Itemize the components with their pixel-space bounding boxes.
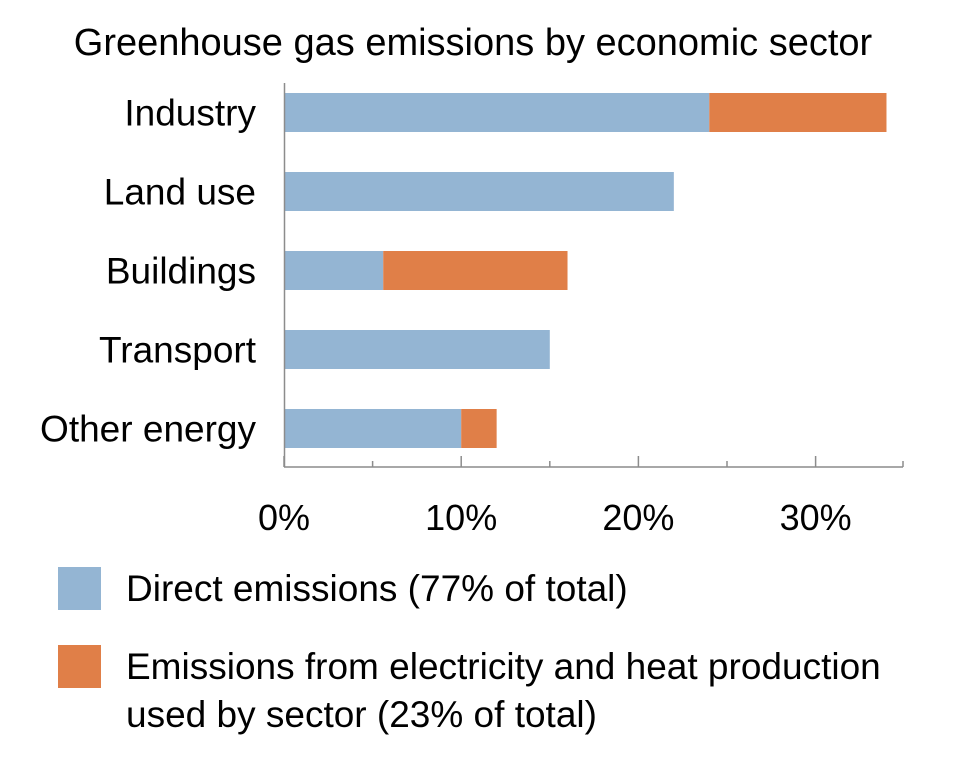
legend-swatch-direct <box>58 567 101 610</box>
legend-label-electricity-heat: Emissions from electricity and heat prod… <box>126 646 881 735</box>
legend-item-direct: Direct emissions (77% of total) <box>58 567 906 613</box>
bar-industry-direct <box>284 93 710 132</box>
x-tick-label: 30% <box>780 497 852 538</box>
bar-transport-direct <box>284 330 550 369</box>
bars-layer <box>284 93 887 448</box>
x-tick-label: 10% <box>425 497 497 538</box>
category-label-industry: Industry <box>124 93 256 134</box>
bar-other-energy-electricity-heat <box>461 409 497 448</box>
bar-other-energy-direct <box>284 409 462 448</box>
category-label-transport: Transport <box>99 330 257 371</box>
bar-buildings-electricity-heat <box>383 251 568 290</box>
category-label-buildings: Buildings <box>106 251 256 292</box>
x-tick-label: 20% <box>602 497 674 538</box>
legend-label-direct: Direct emissions (77% of total) <box>126 568 628 609</box>
legend-swatch-electricity-heat <box>58 645 101 688</box>
bar-land-use-direct <box>284 172 674 211</box>
legend-item-electricity-heat: Emissions from electricity and heat prod… <box>58 645 906 739</box>
category-label-land-use: Land use <box>104 172 256 213</box>
chart-title: Greenhouse gas emissions by economic sec… <box>73 22 873 64</box>
bar-buildings-direct <box>284 251 384 290</box>
category-labels: Industry Land use Buildings Transport Other … <box>40 93 257 450</box>
bar-industry-electricity-heat <box>709 93 887 132</box>
x-tick-label: 0% <box>258 497 310 538</box>
x-axis: 0% 10% 20% 30% <box>258 83 904 538</box>
category-label-other-energy: Other energy <box>40 409 256 450</box>
